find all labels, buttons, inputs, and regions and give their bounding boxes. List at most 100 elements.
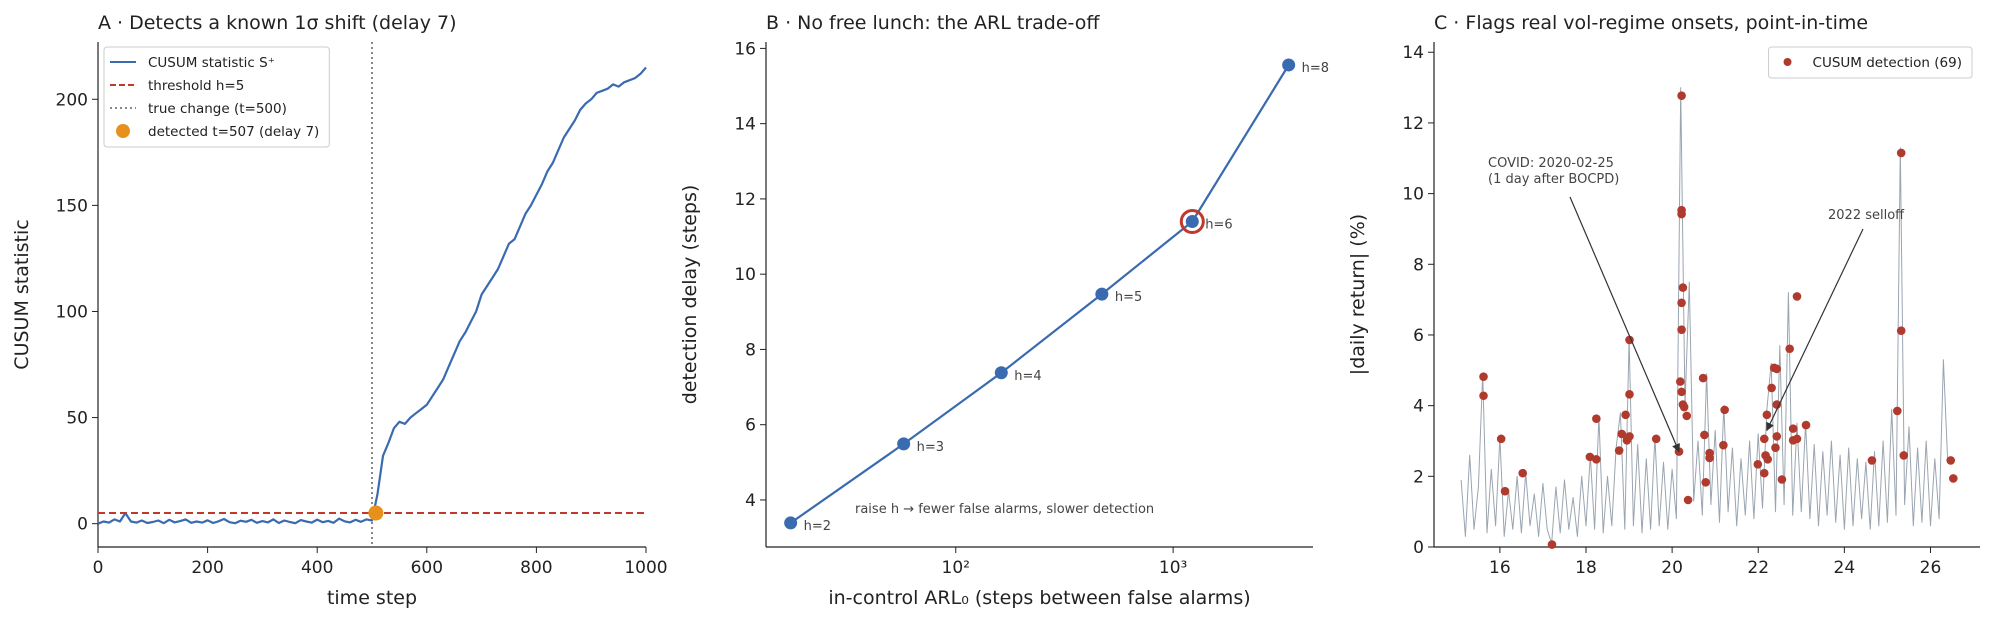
x-tick-label: 20: [1661, 558, 1683, 578]
y-tick-label: 100: [56, 302, 88, 322]
data-point: [1946, 456, 1956, 465]
chart-title: A · Detects a known 1σ shift (delay 7): [98, 12, 457, 34]
y-tick-label: 10: [734, 265, 756, 285]
point-label: h=3: [917, 440, 944, 455]
x-tick-label: 800: [520, 558, 552, 578]
legend: CUSUM detection (69): [1768, 46, 1973, 79]
data-point: [1676, 377, 1685, 386]
series-line: [790, 64, 1290, 524]
data-point: [784, 516, 798, 530]
data-point: [1621, 410, 1630, 420]
y-tick-label: 4: [745, 491, 756, 511]
data-point: [1759, 434, 1769, 444]
x-tick-label: 10³: [1159, 558, 1187, 578]
data-point: [1677, 325, 1686, 334]
data-point: [1792, 292, 1802, 301]
y-tick-label: 0: [77, 515, 88, 535]
data-point: [1777, 475, 1787, 484]
y-axis-label: CUSUM statistic: [11, 219, 33, 369]
x-tick-label: 200: [191, 558, 223, 578]
legend-label: detected t=507 (delay 7): [148, 124, 319, 140]
data-point: [1753, 460, 1763, 469]
data-point: [1625, 432, 1634, 441]
y-axis-label: detection delay (steps): [679, 185, 701, 405]
x-tick-label: 0: [93, 558, 104, 578]
y-tick-label: 8: [1413, 255, 1424, 275]
x-tick-label: 22: [1747, 558, 1769, 578]
data-point: [1500, 486, 1510, 496]
x-tick-label: 18: [1575, 558, 1597, 578]
data-point: [1095, 287, 1109, 301]
data-point: [1677, 298, 1686, 308]
y-tick-label: 8: [745, 340, 756, 360]
data-point: [1677, 387, 1686, 397]
data-point: [1896, 326, 1906, 336]
data-point: [1185, 214, 1199, 228]
data-point: [1792, 434, 1802, 444]
data-point: [1625, 390, 1634, 399]
data-point: [1614, 446, 1624, 455]
data-point: [1763, 455, 1773, 464]
legend-dot: [116, 124, 130, 138]
legend-dot: [1783, 58, 1792, 66]
point-label: h=6: [1205, 217, 1232, 232]
data-point: [1767, 383, 1776, 393]
y-tick-label: 12: [1402, 114, 1424, 134]
x-axis-label: time step: [327, 587, 417, 609]
legend-box: [1768, 46, 1973, 79]
data-point: [1759, 468, 1769, 478]
data-point: [1683, 495, 1693, 505]
data-point: [1896, 148, 1906, 158]
x-tick-label: 16: [1489, 558, 1511, 578]
data-point: [1698, 373, 1708, 383]
y-tick-label: 14: [1402, 43, 1424, 63]
legend: CUSUM statistic S⁺ threshold h=5 true chan…: [103, 46, 330, 148]
data-point: [1705, 453, 1714, 463]
data-point: [1771, 443, 1780, 452]
x-tick-label: 10²: [942, 558, 970, 578]
data-point: [1585, 452, 1595, 462]
y-tick-label: 6: [745, 416, 756, 436]
chart-title: B · No free lunch: the ARL trade-off: [766, 12, 1100, 34]
data-point: [1772, 364, 1782, 374]
data-point: [1677, 209, 1686, 219]
legend-label: CUSUM detection (69): [1813, 55, 1962, 71]
data-point: [1893, 406, 1902, 416]
y-tick-label: 6: [1413, 326, 1424, 346]
data-point: [1788, 424, 1798, 433]
data-point: [1700, 430, 1709, 440]
x-tick-label: 1000: [624, 558, 667, 578]
y-tick-label: 14: [734, 115, 756, 135]
y-tick-label: 16: [734, 39, 756, 59]
y-tick-label: 12: [734, 190, 756, 210]
data-point: [897, 437, 911, 451]
annotation-arrow: [1766, 228, 1864, 432]
data-point: [1701, 478, 1711, 487]
x-tick-label: 26: [1920, 558, 1942, 578]
data-point: [1677, 91, 1686, 101]
data-point: [1949, 474, 1958, 483]
data-point: [1679, 402, 1689, 412]
data-point: [368, 505, 384, 521]
data-point: [1496, 434, 1506, 444]
series-line: [1460, 87, 1949, 544]
data-point: [1479, 391, 1488, 401]
highlight-ring: [1179, 208, 1205, 234]
y-tick-label: 50: [66, 409, 88, 429]
point-label: h=5: [1115, 290, 1142, 305]
annotation: COVID: 2020-02-25: [1488, 156, 1614, 171]
data-point: [1867, 456, 1877, 465]
x-axis-label: in-control ARL₀ (steps between false ala…: [828, 587, 1250, 609]
annotation: 2022 selloff: [1828, 208, 1905, 223]
data-point: [1899, 451, 1909, 460]
legend-swatch: [1783, 58, 1792, 66]
y-tick-label: 0: [1413, 538, 1424, 558]
point-label: h=2: [804, 519, 831, 534]
data-point: [1762, 410, 1772, 420]
y-axis-label: |daily return| (%): [1347, 214, 1369, 375]
point-label: h=4: [1014, 369, 1041, 384]
x-tick-label: 400: [301, 558, 333, 578]
data-point: [1617, 429, 1627, 439]
y-tick-label: 150: [56, 196, 88, 216]
